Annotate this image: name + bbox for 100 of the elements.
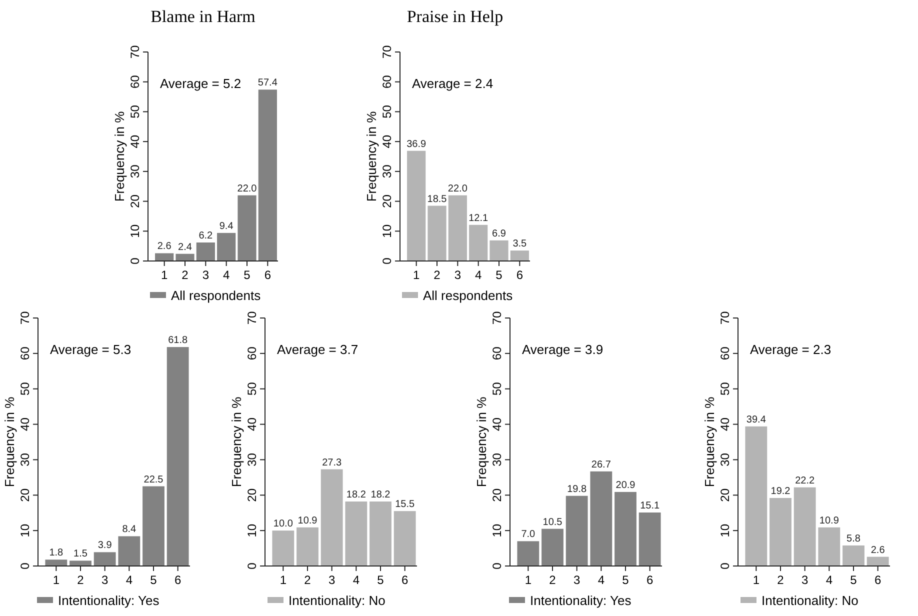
x-tick-label: 3: [573, 573, 580, 587]
data-label: 36.9: [406, 138, 426, 150]
y-tick-label: 70: [490, 311, 504, 325]
data-label: 10.9: [819, 515, 840, 526]
x-tick-label: 2: [77, 573, 84, 587]
y-axis-title: Frequency in %: [229, 396, 244, 488]
y-tick-label: 20: [718, 488, 732, 502]
data-label: 39.4: [746, 414, 766, 426]
y-tick-label: 50: [490, 382, 504, 396]
data-label: 27.3: [322, 457, 342, 468]
x-tick-label: 6: [516, 268, 524, 282]
y-tick-label: 50: [718, 382, 732, 396]
legend-label: All respondents: [423, 288, 514, 303]
data-label: 9.4: [219, 220, 234, 232]
bar: [490, 240, 508, 261]
chart-title: Blame in Harm: [150, 7, 256, 26]
data-label: 6.9: [492, 228, 506, 240]
y-tick-label: 10: [245, 524, 259, 538]
bar: [272, 530, 294, 566]
y-tick-label: 50: [380, 104, 394, 118]
data-label: 22.0: [237, 183, 258, 194]
legend-label: All respondents: [171, 288, 262, 303]
y-tick-label: 0: [490, 562, 504, 570]
y-tick-label: 70: [128, 45, 142, 59]
y-tick-label: 70: [718, 311, 732, 325]
x-tick-label: 5: [496, 268, 503, 282]
bar: [614, 492, 636, 566]
legend-label: Intentionality: No: [762, 593, 858, 608]
x-tick-label: 4: [222, 268, 230, 282]
x-tick-label: 4: [826, 573, 833, 587]
data-label: 61.8: [168, 335, 188, 346]
x-tick-label: 2: [304, 573, 312, 587]
bar: [94, 552, 116, 566]
data-label: 3.9: [98, 540, 112, 552]
legend-label: Intentionality: Yes: [58, 593, 160, 608]
legend-label: Intentionality: Yes: [530, 593, 632, 608]
x-tick-label: 5: [377, 573, 384, 587]
annotation: Average = 3.7: [277, 342, 358, 357]
bar: [590, 471, 612, 566]
x-tick-label: 2: [434, 268, 441, 282]
annotation: Average = 2.4: [412, 76, 494, 91]
y-tick-label: 50: [18, 382, 32, 396]
y-tick-label: 70: [245, 311, 259, 325]
data-label: 10.9: [298, 515, 318, 526]
y-tick-label: 0: [245, 562, 259, 570]
y-axis-title: Frequency in %: [364, 110, 379, 202]
y-tick-label: 40: [380, 134, 394, 148]
bar: [394, 511, 416, 566]
y-tick-label: 60: [490, 346, 504, 360]
x-tick-label: 1: [524, 573, 532, 587]
x-tick-label: 4: [352, 573, 360, 587]
x-tick-label: 1: [412, 268, 420, 282]
bar: [638, 512, 661, 566]
x-tick-label: 3: [454, 268, 462, 282]
data-label: 10.0: [273, 518, 294, 530]
y-tick-label: 10: [718, 524, 732, 538]
y-tick-label: 20: [18, 488, 32, 502]
bar: [118, 536, 140, 566]
bar: [238, 195, 256, 261]
y-tick-label: 30: [128, 164, 142, 178]
legend-label: Intentionality: No: [288, 593, 386, 608]
data-label: 6.2: [198, 230, 214, 242]
y-tick-label: 30: [380, 164, 394, 178]
bar: [448, 195, 467, 261]
data-label: 18.2: [346, 490, 366, 501]
bar: [794, 487, 816, 566]
bar: [296, 527, 318, 566]
data-label: 22.0: [448, 183, 468, 194]
data-label: 3.5: [512, 238, 528, 250]
y-tick-label: 0: [718, 562, 732, 570]
y-tick-label: 0: [18, 562, 32, 570]
y-tick-label: 60: [128, 74, 142, 89]
y-tick-label: 20: [490, 488, 504, 502]
x-tick-label: 5: [850, 573, 858, 587]
y-axis-title: Frequency in %: [112, 110, 127, 202]
data-label: 2.4: [178, 242, 192, 253]
x-tick-label: 1: [160, 268, 168, 282]
bar: [217, 232, 236, 261]
bar: [155, 253, 174, 261]
bar: [842, 545, 864, 566]
y-tick-label: 10: [128, 224, 142, 238]
annotation: Average = 3.9: [522, 342, 604, 357]
x-tick-label: 5: [244, 268, 251, 282]
y-tick-label: 20: [380, 194, 394, 208]
bar: [510, 250, 529, 261]
y-tick-label: 20: [245, 488, 259, 502]
bar: [258, 90, 277, 261]
bar: [770, 498, 792, 566]
x-tick-label: 3: [801, 573, 808, 587]
x-tick-label: 1: [52, 573, 60, 587]
x-tick-label: 1: [752, 573, 760, 587]
data-label: 22.5: [144, 474, 164, 486]
y-tick-label: 10: [18, 524, 32, 538]
data-label: 1.8: [49, 548, 64, 559]
bar: [320, 469, 343, 566]
bar: [818, 527, 840, 566]
data-label: 12.1: [468, 212, 488, 224]
y-tick-label: 30: [490, 452, 504, 466]
x-tick-label: 4: [474, 268, 482, 282]
y-tick-label: 30: [18, 452, 32, 466]
